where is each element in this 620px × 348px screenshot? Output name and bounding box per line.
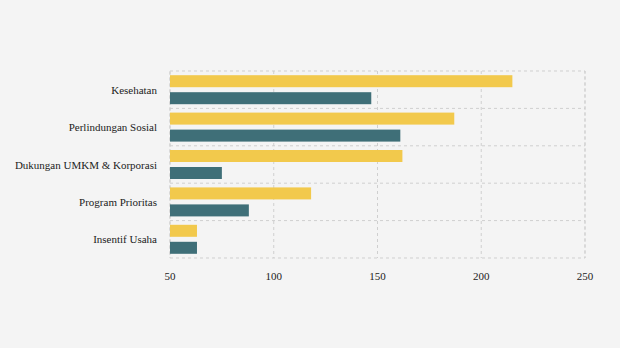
- band-line: [170, 183, 585, 184]
- grid-line: [377, 71, 378, 258]
- category-label: Program Prioritas: [79, 196, 157, 208]
- tick-label: 200: [473, 270, 490, 282]
- plot-frame: [170, 71, 585, 258]
- tick-label: 250: [577, 270, 594, 282]
- bar: [170, 167, 222, 179]
- bar: [170, 113, 454, 125]
- category-label: Perlindungan Sosial: [69, 121, 157, 133]
- bars: [170, 75, 512, 254]
- bar: [170, 225, 197, 237]
- grid-line: [481, 71, 482, 258]
- bar: [170, 92, 371, 104]
- bar: [170, 75, 512, 87]
- tick-label: 150: [369, 270, 386, 282]
- bar: [170, 204, 249, 216]
- bar: [170, 150, 402, 162]
- chart: 50 100 150 200 250 Kesehatan Perlindungan Sosi…: [0, 0, 620, 348]
- bar: [170, 187, 311, 199]
- background: [0, 0, 620, 348]
- category-label: Kesehatan: [111, 84, 157, 96]
- tick-label: 50: [165, 270, 177, 282]
- band-line: [170, 145, 585, 146]
- category-label: Dukungan UMKM & Korporasi: [15, 159, 157, 171]
- grid-line: [585, 71, 586, 258]
- tick-label: 100: [266, 270, 283, 282]
- bar: [170, 130, 400, 142]
- band-line: [170, 108, 585, 109]
- band-line: [170, 220, 585, 221]
- bar: [170, 242, 197, 254]
- category-label: Insentif Usaha: [93, 233, 157, 245]
